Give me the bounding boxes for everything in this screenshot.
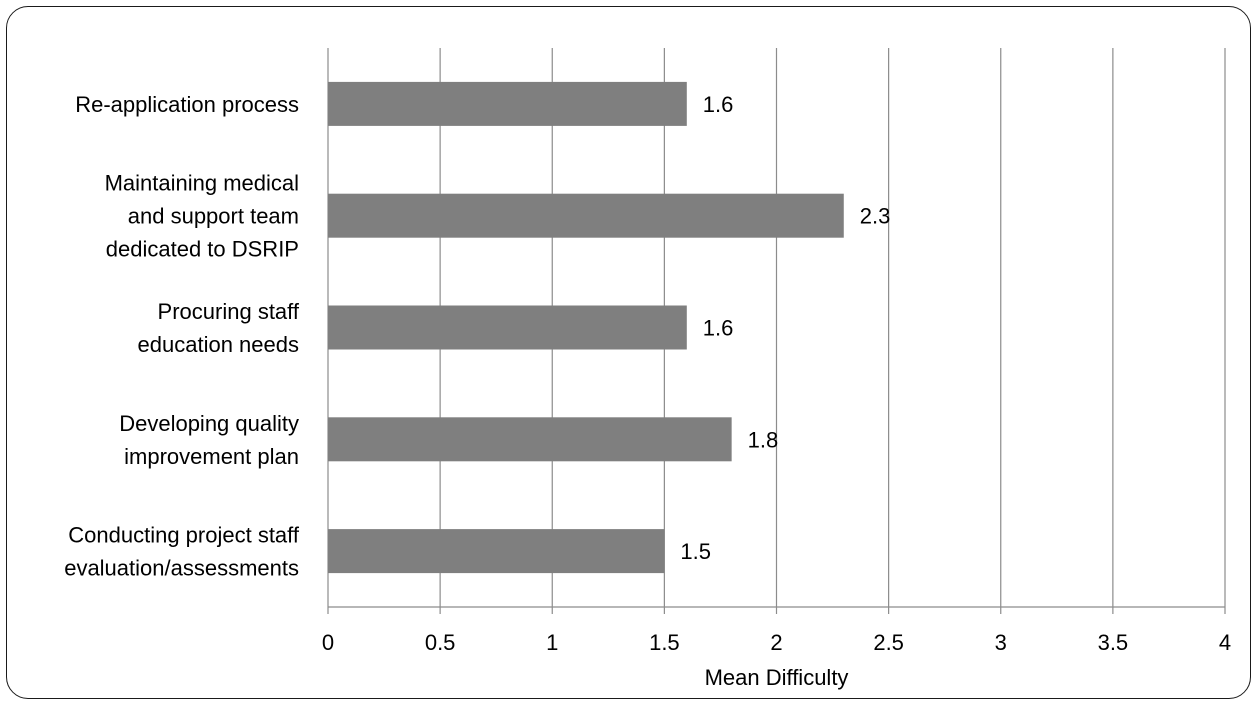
x-tick-label: 0.5 (425, 630, 456, 655)
x-tick-labels: 0 0.5 1 1.5 2 2.5 3 3.5 4 (322, 630, 1231, 655)
x-tick-label: 3.5 (1098, 630, 1129, 655)
x-tick-label: 0 (322, 630, 334, 655)
bar (328, 193, 844, 238)
value-label: 2.3 (860, 204, 891, 229)
category-label-line: education needs (138, 332, 299, 357)
x-axis-title: Mean Difficulty (705, 665, 849, 690)
x-tick-label: 4 (1219, 630, 1231, 655)
category-label: Developing quality improvement plan (119, 411, 299, 469)
gridlines (327, 48, 1226, 614)
x-tick-label: 1.5 (649, 630, 680, 655)
category-label-line: Re-application process (75, 92, 299, 117)
x-tick-label: 3 (995, 630, 1007, 655)
bar (328, 417, 732, 462)
category-label: Procuring staff education needs (138, 299, 300, 357)
bar (328, 81, 687, 126)
category-label-line: dedicated to DSRIP (106, 237, 299, 262)
category-labels: Re-application process Maintaining medica… (64, 92, 300, 581)
bar (328, 305, 687, 350)
category-label: Maintaining medical and support team dedic… (105, 171, 299, 262)
bar (328, 529, 665, 574)
value-labels: 1.6 2.3 1.6 1.8 1.5 (680, 92, 890, 564)
category-label-line: Developing quality (119, 411, 299, 436)
value-label: 1.8 (748, 427, 779, 452)
category-label: Re-application process (75, 92, 299, 117)
category-label-line: Conducting project staff (68, 523, 300, 548)
bars (328, 81, 844, 574)
category-label-line: Procuring staff (158, 299, 300, 324)
x-tick-label: 2 (770, 630, 782, 655)
value-label: 1.6 (703, 92, 734, 117)
category-label-line: and support team (128, 204, 299, 229)
x-tick-label: 2.5 (873, 630, 904, 655)
category-label-line: evaluation/assessments (64, 556, 299, 581)
category-label-line: Maintaining medical (105, 171, 299, 196)
category-label-line: improvement plan (124, 444, 299, 469)
value-label: 1.5 (680, 539, 711, 564)
x-tick-label: 1 (546, 630, 558, 655)
value-label: 1.6 (703, 316, 734, 341)
category-label: Conducting project staff evaluation/asses… (64, 523, 300, 581)
